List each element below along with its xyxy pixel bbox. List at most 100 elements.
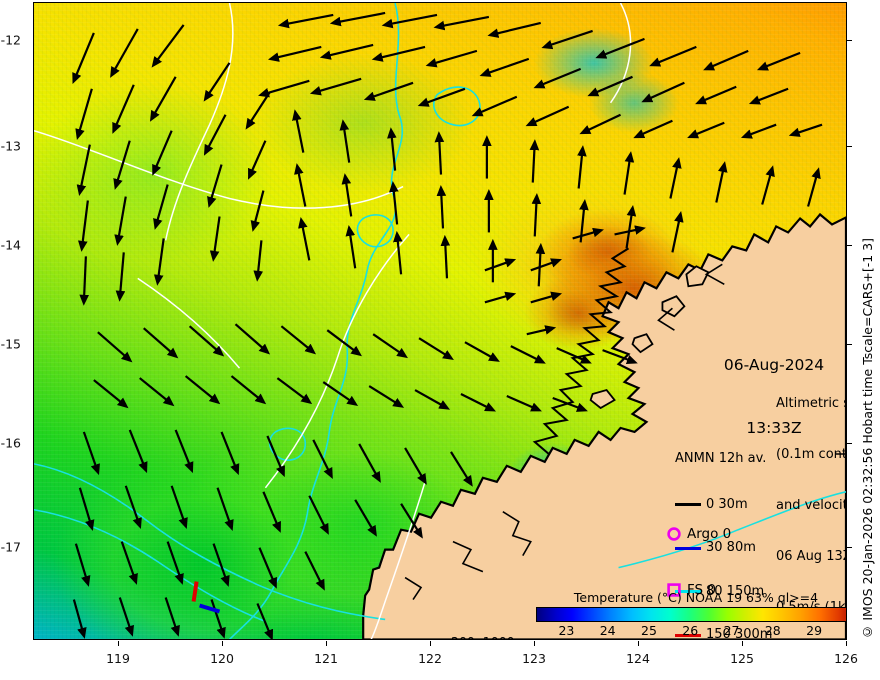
anmn-legend-entry: 0 30m [675, 496, 772, 513]
depth-contour-southwest [34, 508, 266, 623]
map-canvas[interactable]: 06-Aug-2024 13:33Z Altimetric sealevel (… [33, 2, 847, 640]
depth-contour-shelf [618, 491, 846, 569]
x-tick-label: 121 [314, 651, 338, 666]
island-chain [589, 265, 710, 410]
colorbar-gradient [536, 607, 846, 622]
ssh-contour-4 [609, 3, 632, 104]
x-tick-label: 122 [418, 651, 442, 666]
y-tick-label: -15 [0, 336, 21, 352]
anmn-legend-entry: 150 300m [675, 627, 773, 640]
depth-contour-eddy-a [356, 214, 394, 248]
platform-legend-entry-fs: FS 0 [661, 578, 731, 602]
x-tick-label: 123 [522, 651, 546, 666]
x-tick-mark [118, 641, 119, 646]
map-time: 13:33Z [746, 419, 802, 437]
platform-legend-entry-argo: Argo 0 [661, 522, 731, 546]
map-date: 06-Aug-2024 [723, 356, 825, 374]
y-tick-mark [847, 245, 852, 246]
y-tick-label: -13 [0, 138, 21, 154]
platform-label-argo: Argo 0 [687, 526, 732, 542]
x-tick-mark [846, 641, 847, 646]
anmn-legend: ANMN 12h av. 0 30m 30 80m 80 150m 150 30… [675, 423, 773, 640]
map-datetime-annotation: 06-Aug-2024 13:33Z [724, 313, 824, 481]
temperature-colorbar: Temperature (°C) NOAA 19 63% ql>=4 23 24… [536, 590, 846, 638]
x-tick-mark [534, 641, 535, 646]
platform-label-drifter: drifter [687, 638, 729, 639]
ssh-contour-3 [264, 233, 410, 489]
depth-contour-eddy-b [268, 427, 307, 461]
depth-scalebar: 200 1000m [451, 604, 527, 639]
anmn-line-80-150m [675, 590, 701, 594]
colorbar-tick: 27 [723, 623, 740, 638]
coastline-detail [532, 247, 630, 455]
x-tick-label: 120 [210, 651, 234, 666]
x-tick-mark [742, 641, 743, 646]
sealevel-contour-layer [34, 3, 632, 639]
anmn-legend-entry: 80 150m [675, 583, 772, 600]
y-tick-mark [847, 146, 852, 147]
desc-line-4: 06 Aug 13Z [776, 549, 847, 564]
colorbar-tick-labels: 23 24 25 26 27 28 29 [536, 622, 846, 638]
anmn-line-30-80m [675, 546, 701, 550]
ssh-contour-2 [164, 3, 234, 241]
platform-label-fs: FS 0 [687, 582, 716, 598]
colorbar-tick: 28 [764, 623, 781, 638]
desc-line-3: and velocity for [776, 498, 846, 513]
land-and-coastline-layer [362, 212, 846, 639]
x-tick-label: 125 [730, 651, 754, 666]
y-tick-mark [847, 344, 852, 345]
chevron-icon [661, 638, 687, 639]
colorbar-tick: 29 [806, 623, 823, 638]
y-tick-label: -12 [0, 32, 21, 48]
x-tick-mark [326, 641, 327, 646]
depth-contour-200m [34, 463, 386, 621]
desc-line-1: Altimetric sealevel [776, 396, 846, 411]
velocity-arrows [72, 11, 823, 639]
platform-legend-entry-drifter: drifter [661, 634, 731, 639]
y-tick-mark [847, 40, 852, 41]
depth-scalebar-label: 200 1000m [451, 634, 527, 639]
circle-icon [661, 526, 687, 542]
credit-text: © IMOS 20-Jan-2026 02:32:56 Hobart time … [856, 0, 878, 640]
depth-contour-1000m [228, 3, 404, 639]
x-tick-mark [222, 641, 223, 646]
anmn-label-0-30m: 0 30m [706, 496, 748, 512]
reference-arrow-icon [834, 453, 846, 455]
colorbar-tick: 25 [641, 623, 657, 638]
mooring-marker [191, 581, 221, 614]
square-icon [661, 582, 687, 598]
y-tick-mark [847, 443, 852, 444]
ssh-contour-5 [370, 481, 426, 639]
anmn-label-150-300m: 150 300m [706, 627, 773, 640]
depth-contour-north [433, 86, 481, 127]
colorbar-tick: 26 [682, 623, 699, 638]
colorbar-tick: 23 [558, 623, 575, 638]
y-tick-label: -17 [0, 539, 21, 555]
x-tick-label: 126 [834, 651, 858, 666]
landmass-polygon [362, 212, 846, 639]
anmn-label-30-80m: 30 80m [706, 540, 756, 555]
anmn-line-150-300m [675, 633, 701, 637]
anmn-legend-entry: 30 80m [675, 540, 772, 556]
x-tick-mark [430, 641, 431, 646]
coastal-inlets [404, 263, 725, 600]
velocity-vector-layer [72, 11, 823, 639]
velocity-reference-arrow [804, 427, 846, 484]
ssh-contour-6 [137, 277, 241, 369]
anmn-line-0-30m [675, 503, 701, 507]
x-tick-mark [638, 641, 639, 646]
y-tick-label: -14 [0, 237, 21, 253]
anmn-legend-title: ANMN 12h av. [675, 451, 767, 466]
desc-line-2: (0.1m contours) [776, 447, 847, 462]
anmn-label-80-150m: 80 150m [706, 583, 765, 599]
colorbar-title: Temperature (°C) NOAA 19 63% ql>=4 [573, 590, 819, 605]
platform-legend: Argo 0 FS 0 drifter [661, 490, 731, 639]
bathymetry-contour-layer [34, 3, 846, 639]
colorbar-tick: 24 [599, 623, 616, 638]
x-tick-label: 124 [626, 651, 650, 666]
y-tick-mark [847, 547, 852, 548]
x-tick-label: 119 [106, 651, 130, 666]
y-tick-label: -16 [0, 435, 21, 451]
credit-label: © IMOS 20-Jan-2026 02:32:56 Hobart time … [859, 238, 875, 640]
